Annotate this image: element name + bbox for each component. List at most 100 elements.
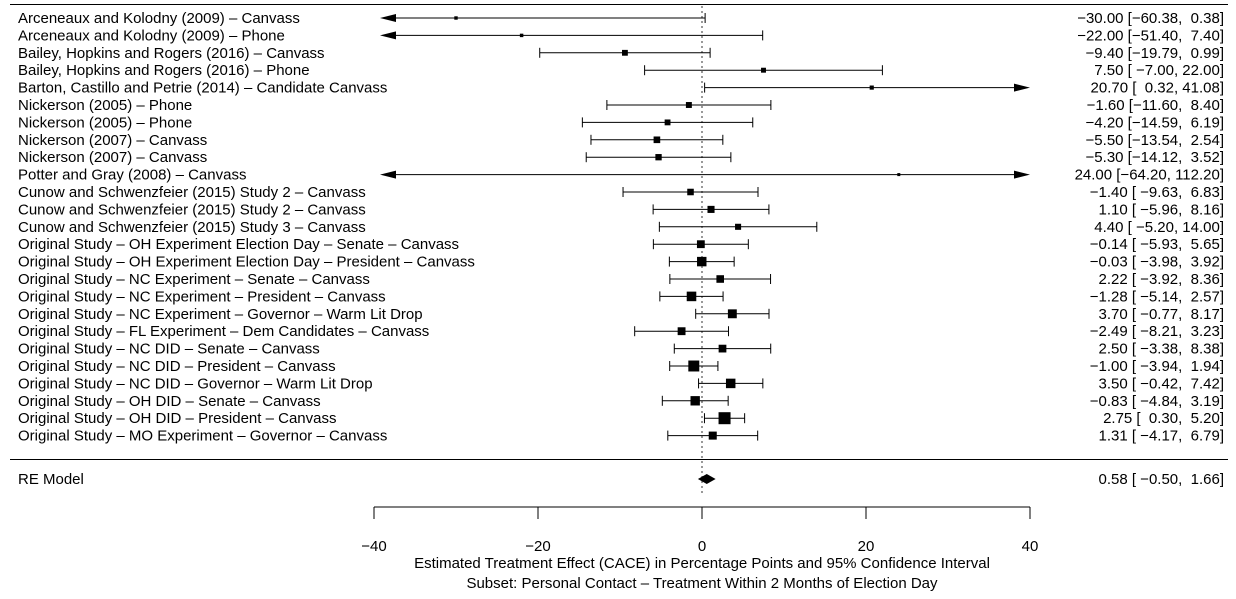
estimate-ci-text: −1.00 [ −3.94, 1.94] bbox=[1090, 358, 1224, 375]
study-label: Original Study – OH DID – Senate – Canva… bbox=[18, 393, 321, 410]
ci-arrow-right bbox=[1014, 170, 1030, 179]
study-label: Original Study – OH Experiment Election … bbox=[18, 236, 459, 253]
point-estimate-marker bbox=[716, 275, 724, 283]
point-estimate-marker bbox=[718, 344, 727, 353]
point-estimate-marker bbox=[725, 378, 736, 389]
estimate-ci-text: 1.10 [ −5.96, 8.16] bbox=[1098, 201, 1224, 218]
point-estimate-marker bbox=[622, 49, 628, 56]
ci-arrow-right bbox=[1014, 83, 1030, 92]
study-row: Original Study – OH Experiment Election … bbox=[18, 254, 1224, 271]
estimate-ci-text: −2.49 [ −8.21, 3.23] bbox=[1090, 323, 1224, 340]
x-axis-label: Estimated Treatment Effect (CACE) in Per… bbox=[414, 555, 990, 572]
point-estimate-marker bbox=[655, 154, 662, 161]
point-estimate-marker bbox=[897, 173, 901, 177]
estimate-ci-text: 7.50 [ −7.00, 22.00] bbox=[1094, 62, 1224, 79]
point-estimate-marker bbox=[727, 309, 737, 319]
estimate-ci-text: 4.40 [ −5.20, 14.00] bbox=[1094, 219, 1224, 236]
point-estimate-marker bbox=[761, 67, 766, 73]
study-row: Original Study – FL Experiment – Dem Can… bbox=[18, 323, 1224, 340]
point-estimate-marker bbox=[688, 360, 700, 372]
estimate-ci-text: −9.40 [−19.79, 0.99] bbox=[1086, 45, 1224, 62]
point-estimate-marker bbox=[685, 102, 692, 108]
point-estimate-marker bbox=[686, 291, 697, 302]
study-label: Original Study – OH DID – President – Ca… bbox=[18, 410, 336, 427]
x-tick-label: 40 bbox=[1022, 538, 1039, 555]
study-label: Cunow and Schwenzfeier (2015) Study 3 – … bbox=[18, 219, 366, 236]
x-tick-label: −20 bbox=[525, 538, 550, 555]
point-estimate-marker bbox=[677, 327, 686, 336]
x-tick-label: 20 bbox=[858, 538, 875, 555]
ci-arrow-left bbox=[380, 31, 396, 40]
summary-estimate-text: 0.58 [ −0.50, 1.66] bbox=[1098, 471, 1224, 488]
estimate-ci-text: −30.00 [−60.38, 0.38] bbox=[1077, 10, 1224, 27]
study-label: Original Study – NC Experiment – Senate … bbox=[18, 271, 370, 288]
study-label: Cunow and Schwenzfeier (2015) Study 2 – … bbox=[18, 184, 366, 201]
estimate-ci-text: −1.28 [ −5.14, 2.57] bbox=[1090, 288, 1224, 305]
study-label: Bailey, Hopkins and Rogers (2016) – Canv… bbox=[18, 45, 325, 62]
ci-arrow-left bbox=[380, 170, 396, 179]
estimate-ci-text: 24.00 [−64.20, 112.20] bbox=[1075, 167, 1224, 184]
estimate-ci-text: −0.03 [ −3.98, 3.92] bbox=[1090, 254, 1224, 271]
study-row: Original Study – NC Experiment – Governo… bbox=[18, 306, 1224, 323]
point-estimate-marker bbox=[519, 33, 524, 38]
study-row: Original Study – NC DID – Senate – Canva… bbox=[18, 341, 1224, 358]
estimate-ci-text: −22.00 [−51.40, 7.40] bbox=[1077, 27, 1224, 44]
point-estimate-marker bbox=[697, 256, 707, 267]
study-row: Nickerson (2005) – Phone −4.20 [−14.59, 6… bbox=[18, 114, 1224, 131]
x-tick-label: 0 bbox=[698, 538, 706, 555]
study-row: Bailey, Hopkins and Rogers (2016) – Phon… bbox=[18, 62, 1224, 79]
study-row: Original Study – NC DID – President – Ca… bbox=[18, 358, 1224, 375]
point-estimate-marker bbox=[718, 412, 731, 425]
study-label: Original Study – NC Experiment – Preside… bbox=[18, 288, 386, 305]
study-row: Original Study – OH DID – Senate – Canva… bbox=[18, 393, 1224, 410]
study-rows: Arceneaux and Kolodny (2009) – Canvass −3… bbox=[18, 10, 1224, 445]
study-row: Original Study – NC Experiment – Senate … bbox=[18, 271, 1224, 288]
study-label: Original Study – FL Experiment – Dem Can… bbox=[18, 323, 429, 340]
study-row: Arceneaux and Kolodny (2009) – Canvass −3… bbox=[18, 10, 1224, 27]
point-estimate-marker bbox=[735, 223, 742, 230]
summary-diamond bbox=[697, 474, 716, 484]
estimate-ci-text: −1.60 [−11.60, 8.40] bbox=[1087, 97, 1224, 114]
point-estimate-marker bbox=[696, 240, 705, 249]
chart-subtitle: Subset: Personal Contact – Treatment Wit… bbox=[466, 575, 938, 592]
study-row: Original Study – MO Experiment – Governo… bbox=[18, 428, 1224, 445]
estimate-ci-text: 2.22 [ −3.92, 8.36] bbox=[1098, 271, 1224, 288]
summary-row: RE Model 0.58 [ −0.50, 1.66] bbox=[18, 471, 1224, 488]
estimate-ci-text: −4.20 [−14.59, 6.19] bbox=[1086, 114, 1224, 131]
study-label: Nickerson (2005) – Phone bbox=[18, 114, 192, 131]
summary-label: RE Model bbox=[18, 471, 84, 488]
point-estimate-marker bbox=[707, 205, 715, 213]
study-label: Original Study – NC DID – Governor – War… bbox=[18, 375, 373, 392]
point-estimate-marker bbox=[664, 119, 671, 126]
study-label: Original Study – NC DID – President – Ca… bbox=[18, 358, 336, 375]
study-label: Potter and Gray (2008) – Canvass bbox=[18, 167, 246, 184]
study-label: Nickerson (2007) – Canvass bbox=[18, 132, 207, 149]
study-row: Barton, Castillo and Petrie (2014) – Can… bbox=[18, 80, 1224, 97]
x-tick-label: −40 bbox=[361, 538, 386, 555]
study-label: Cunow and Schwenzfeier (2015) Study 2 – … bbox=[18, 201, 366, 218]
study-row: Original Study – NC Experiment – Preside… bbox=[18, 288, 1224, 305]
estimate-ci-text: 3.70 [ −0.77, 8.17] bbox=[1098, 306, 1224, 323]
point-estimate-marker bbox=[690, 396, 700, 406]
study-label: Original Study – MO Experiment – Governo… bbox=[18, 428, 387, 445]
study-row: Cunow and Schwenzfeier (2015) Study 2 – … bbox=[18, 184, 1224, 201]
study-label: Arceneaux and Kolodny (2009) – Phone bbox=[18, 27, 285, 44]
study-row: Original Study – NC DID – Governor – War… bbox=[18, 375, 1224, 392]
study-label: Arceneaux and Kolodny (2009) – Canvass bbox=[18, 10, 300, 27]
point-estimate-marker bbox=[869, 85, 874, 90]
study-row: Cunow and Schwenzfeier (2015) Study 3 – … bbox=[18, 219, 1224, 236]
study-label: Nickerson (2005) – Phone bbox=[18, 97, 192, 114]
estimate-ci-text: −5.50 [−13.54, 2.54] bbox=[1086, 132, 1224, 149]
estimate-ci-text: −5.30 [−14.12, 3.52] bbox=[1086, 149, 1224, 166]
study-label: Original Study – OH Experiment Election … bbox=[18, 254, 475, 271]
study-label: Barton, Castillo and Petrie (2014) – Can… bbox=[18, 80, 387, 97]
study-row: Nickerson (2005) – Phone −1.60 [−11.60, 8… bbox=[18, 97, 1224, 114]
study-row: Potter and Gray (2008) – Canvass 24.00 [−… bbox=[18, 167, 1224, 184]
point-estimate-marker bbox=[708, 431, 717, 440]
study-label: Original Study – NC DID – Senate – Canva… bbox=[18, 341, 320, 358]
study-row: Nickerson (2007) – Canvass −5.30 [−14.12,… bbox=[18, 149, 1224, 166]
study-row: Bailey, Hopkins and Rogers (2016) – Canv… bbox=[18, 45, 1224, 62]
x-axis: −40 −20 0 20 40 bbox=[361, 506, 1039, 555]
estimate-ci-text: −1.40 [ −9.63, 6.83] bbox=[1090, 184, 1224, 201]
